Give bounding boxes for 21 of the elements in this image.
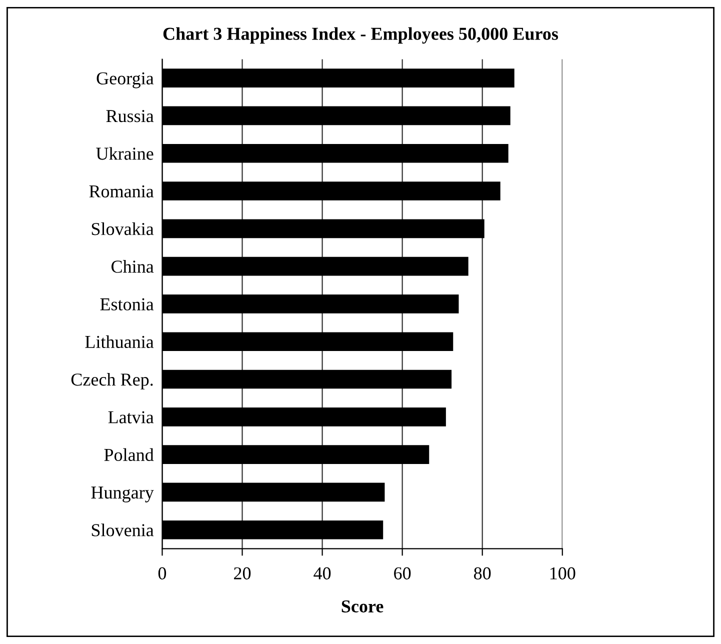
y-tick-label: Ukraine	[96, 147, 154, 160]
y-tick-label: Slovakia	[92, 222, 154, 236]
x-tick-label: 20	[234, 567, 251, 580]
y-tick-label: Czech Rep.	[71, 373, 153, 390]
y-tick-label: Lithuania	[85, 335, 154, 348]
x-axis-title: Score	[342, 600, 384, 612]
y-tick-label: Georgia	[96, 72, 154, 88]
x-tick-label: 40	[314, 567, 331, 580]
y-tick-label: Romania	[89, 185, 154, 198]
x-tick-label: 60	[394, 567, 411, 580]
x-tick-label: 100	[550, 567, 576, 580]
y-tick-label: China	[112, 260, 154, 273]
chart-title: Chart 3 Happiness Index - Employees 50,000 Euros	[163, 27, 558, 44]
y-tick-label: Estonia	[100, 298, 154, 310]
y-tick-label: Poland	[104, 448, 154, 462]
y-tick-label: Hungary	[91, 486, 154, 502]
x-tick-label: 0	[158, 567, 166, 580]
x-tick-label: 80	[474, 567, 491, 580]
y-tick-label: Latvia	[108, 411, 154, 424]
y-tick-label: Slovenia	[92, 524, 154, 536]
y-tick-label: Russia	[106, 110, 154, 122]
